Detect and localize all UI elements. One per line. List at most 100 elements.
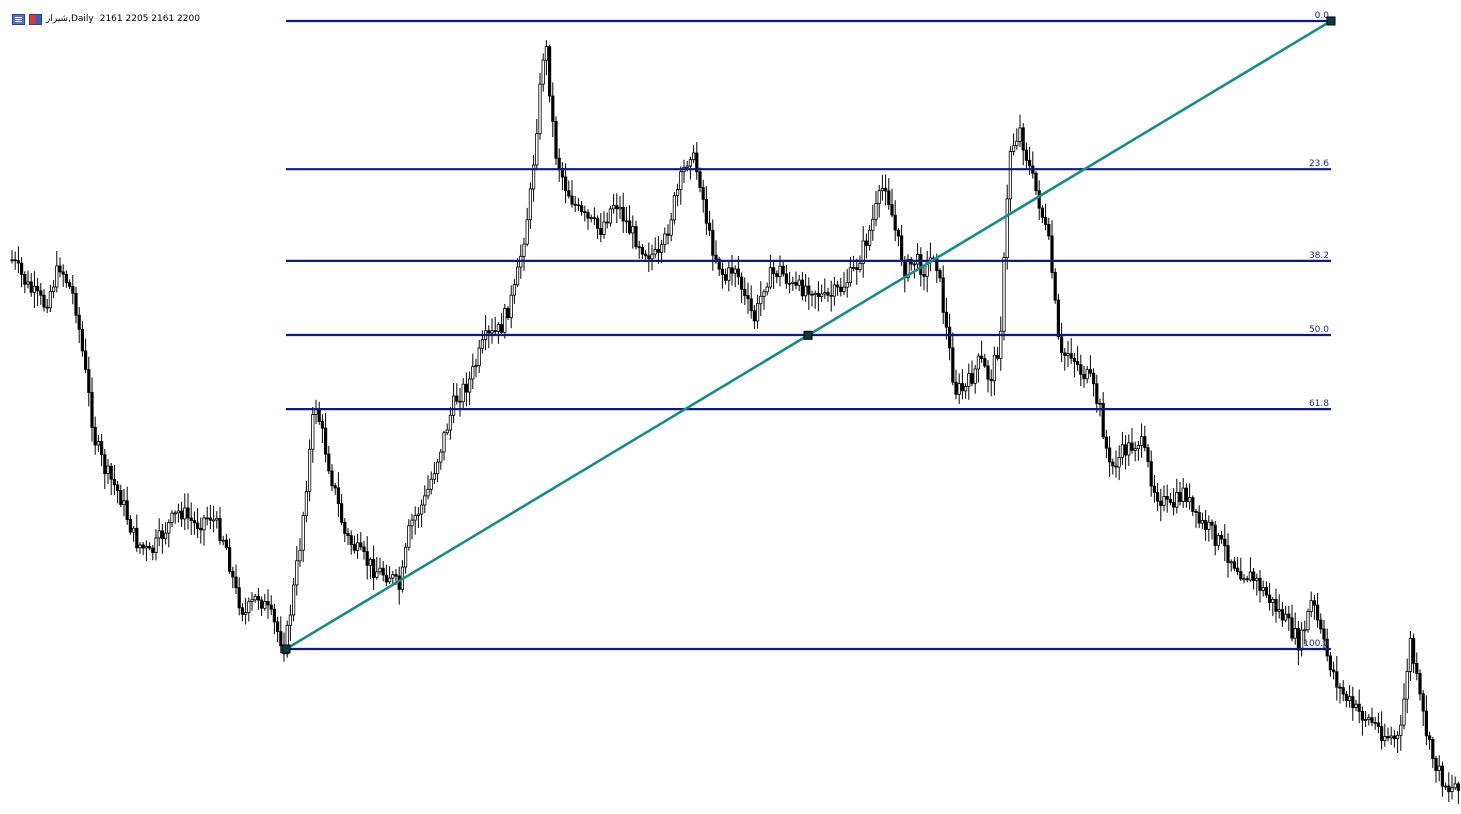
candle-body xyxy=(858,263,862,270)
candle-274 xyxy=(887,178,891,210)
candle-body xyxy=(1076,361,1080,365)
candle-body xyxy=(327,453,331,472)
candle-body xyxy=(250,599,254,603)
candle-439 xyxy=(1415,652,1419,681)
candle-body xyxy=(55,265,59,288)
fib-anchor-start[interactable] xyxy=(281,644,291,654)
candle-body xyxy=(205,517,209,520)
candle-212 xyxy=(688,156,693,180)
candle-339 xyxy=(1095,374,1099,413)
candle-110 xyxy=(362,540,366,560)
candle-381 xyxy=(1229,559,1233,572)
candle-body xyxy=(435,461,440,475)
candle-body xyxy=(836,284,840,288)
candle-body xyxy=(74,292,78,316)
candle-body xyxy=(1351,696,1355,708)
fib-anchor-mid[interactable] xyxy=(803,330,813,340)
fib-anchor-end[interactable] xyxy=(1326,16,1336,26)
candle-body xyxy=(378,567,382,573)
candle-body xyxy=(624,220,629,223)
candle-419 xyxy=(1351,686,1355,721)
candle-394 xyxy=(1271,597,1275,617)
candle-4 xyxy=(23,271,27,294)
candle-74 xyxy=(247,597,251,622)
candle-202 xyxy=(656,236,661,264)
candle-body xyxy=(1344,693,1348,701)
candle-body xyxy=(612,204,616,210)
candle-204 xyxy=(663,227,667,253)
candle-152 xyxy=(496,322,501,344)
candle-body xyxy=(36,285,40,292)
candle-body xyxy=(842,286,846,293)
candle-383 xyxy=(1236,556,1240,576)
candle-body xyxy=(451,395,456,416)
candle-58 xyxy=(195,508,200,539)
candle-203 xyxy=(660,239,664,263)
candle-15 xyxy=(58,257,62,278)
candle-231 xyxy=(749,285,753,319)
candle-241 xyxy=(781,260,785,277)
candle-body xyxy=(695,152,699,173)
candle-body xyxy=(1050,235,1054,273)
candle-121 xyxy=(397,566,401,605)
candle-body xyxy=(720,268,725,275)
candle-17 xyxy=(64,270,68,288)
candle-341 xyxy=(1101,392,1105,439)
candle-61 xyxy=(205,506,209,526)
candle-body xyxy=(791,281,795,284)
candle-body xyxy=(1063,352,1067,356)
table-icon[interactable] xyxy=(12,13,25,25)
candle-body xyxy=(387,577,392,583)
candle-body xyxy=(740,276,744,290)
candle-body xyxy=(1437,765,1441,771)
candle-384 xyxy=(1239,557,1243,581)
candle-442 xyxy=(1424,695,1428,746)
candle-148 xyxy=(483,315,488,351)
candle-116 xyxy=(381,561,385,582)
candle-body xyxy=(394,574,398,577)
candle-body xyxy=(704,198,709,224)
candle-body xyxy=(960,383,965,392)
candle-76 xyxy=(253,593,257,603)
candle-body xyxy=(333,485,337,489)
candle-body xyxy=(346,533,350,536)
candle-136 xyxy=(445,423,449,436)
candle-body xyxy=(976,355,981,370)
candle-body xyxy=(768,267,773,288)
candle-body xyxy=(471,366,475,380)
candle-94 xyxy=(311,407,315,463)
candle-229 xyxy=(743,277,747,306)
candle-body xyxy=(407,525,411,548)
candle-42 xyxy=(144,540,148,562)
candle-body xyxy=(317,408,321,422)
candle-body xyxy=(221,539,225,542)
candle-424 xyxy=(1367,714,1371,726)
candle-body xyxy=(954,381,958,395)
candle-151 xyxy=(493,316,497,335)
candle-377 xyxy=(1216,532,1220,551)
candle-body xyxy=(989,378,993,382)
chart-type-icon[interactable] xyxy=(29,13,42,25)
candle-body xyxy=(279,631,283,647)
candle-256 xyxy=(829,280,833,312)
candle-body xyxy=(1440,765,1444,787)
candle-67 xyxy=(224,533,228,550)
candle-75 xyxy=(250,592,254,611)
candle-129 xyxy=(423,485,427,514)
candle-body xyxy=(516,266,520,286)
candle-60 xyxy=(202,514,206,546)
candle-body xyxy=(467,378,472,393)
candle-410 xyxy=(1322,620,1326,651)
candle-408 xyxy=(1316,592,1320,628)
candle-body xyxy=(893,214,897,231)
candle-46 xyxy=(157,518,161,547)
candle-125 xyxy=(410,513,414,540)
candle-139 xyxy=(455,383,459,405)
candle-163 xyxy=(532,154,536,202)
candle-body xyxy=(90,392,94,428)
candle-body xyxy=(762,291,766,297)
candle-117 xyxy=(384,564,389,586)
candle-343 xyxy=(1108,436,1112,477)
candle-228 xyxy=(740,272,744,304)
